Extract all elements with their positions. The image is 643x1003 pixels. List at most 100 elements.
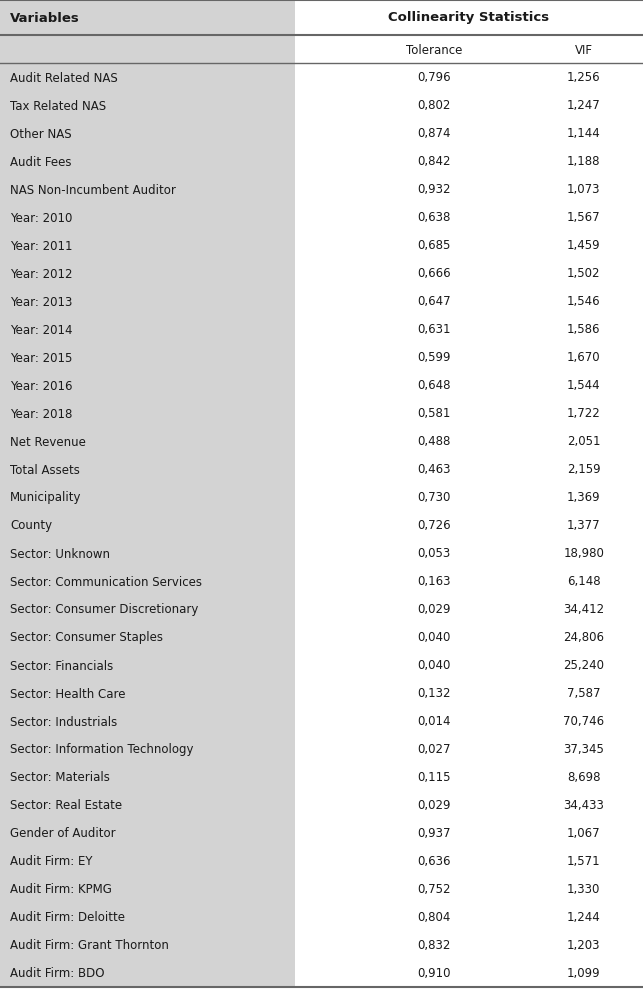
Bar — [0, 568, 295, 596]
Text: Year: 2013: Year: 2013 — [10, 295, 73, 308]
Bar — [295, 147, 643, 176]
Text: 0,132: 0,132 — [417, 687, 451, 700]
Text: 0,463: 0,463 — [417, 463, 451, 476]
Text: 0,636: 0,636 — [417, 855, 451, 868]
Text: 24,806: 24,806 — [563, 631, 604, 644]
Bar — [295, 651, 643, 679]
Text: Audit Firm: KPMG: Audit Firm: KPMG — [10, 883, 112, 896]
Bar — [0, 959, 295, 987]
Bar — [295, 288, 643, 316]
Bar — [0, 92, 295, 120]
Text: Audit Firm: BDO: Audit Firm: BDO — [10, 967, 105, 980]
Text: 18,980: 18,980 — [563, 547, 604, 560]
Text: 0,932: 0,932 — [417, 184, 451, 197]
Text: Variables: Variables — [10, 11, 80, 24]
Text: Audit Firm: EY: Audit Firm: EY — [10, 855, 93, 868]
Bar — [295, 735, 643, 763]
Text: 0,726: 0,726 — [417, 519, 451, 532]
Text: 0,029: 0,029 — [417, 798, 451, 811]
Bar — [0, 260, 295, 288]
Bar — [295, 959, 643, 987]
Bar — [295, 0, 643, 36]
Text: Audit Fees: Audit Fees — [10, 155, 71, 169]
Text: 1,330: 1,330 — [567, 883, 601, 896]
Text: 0,832: 0,832 — [417, 939, 451, 952]
Text: 70,746: 70,746 — [563, 715, 604, 728]
Text: 1,244: 1,244 — [567, 911, 601, 924]
Text: Total Assets: Total Assets — [10, 463, 80, 476]
Bar — [295, 260, 643, 288]
Bar — [295, 399, 643, 427]
Text: 34,412: 34,412 — [563, 603, 604, 616]
Text: Sector: Financials: Sector: Financials — [10, 659, 113, 672]
Bar — [295, 92, 643, 120]
Bar — [295, 540, 643, 568]
Text: Year: 2014: Year: 2014 — [10, 323, 73, 336]
Bar — [295, 624, 643, 651]
Text: Year: 2010: Year: 2010 — [10, 212, 73, 225]
Text: Tolerance: Tolerance — [406, 43, 462, 56]
Text: 0,638: 0,638 — [417, 212, 451, 225]
Text: Municipality: Municipality — [10, 491, 82, 504]
Text: Tax Related NAS: Tax Related NAS — [10, 99, 106, 112]
Text: 0,647: 0,647 — [417, 295, 451, 308]
Bar — [295, 176, 643, 204]
Bar — [0, 707, 295, 735]
Text: Sector: Materials: Sector: Materials — [10, 770, 110, 783]
Text: 0,802: 0,802 — [417, 99, 451, 112]
Text: Sector: Communication Services: Sector: Communication Services — [10, 575, 202, 588]
Bar — [295, 931, 643, 959]
Bar — [295, 819, 643, 848]
Bar — [0, 176, 295, 204]
Bar — [295, 791, 643, 819]
Bar — [295, 64, 643, 92]
Bar — [295, 316, 643, 344]
Bar — [295, 232, 643, 260]
Text: 0,115: 0,115 — [417, 770, 451, 783]
Text: 1,546: 1,546 — [567, 295, 601, 308]
Bar — [0, 679, 295, 707]
Bar — [0, 232, 295, 260]
Text: 1,369: 1,369 — [567, 491, 601, 504]
Text: 1,502: 1,502 — [567, 267, 601, 280]
Text: 0,488: 0,488 — [417, 435, 451, 448]
Text: 1,722: 1,722 — [567, 407, 601, 420]
Text: 6,148: 6,148 — [567, 575, 601, 588]
Bar — [0, 512, 295, 540]
Bar — [295, 707, 643, 735]
Bar — [0, 344, 295, 372]
Text: 2,051: 2,051 — [567, 435, 601, 448]
Text: 1,073: 1,073 — [567, 184, 601, 197]
Text: 0,874: 0,874 — [417, 127, 451, 140]
Bar — [295, 763, 643, 791]
Bar — [295, 36, 643, 64]
Bar — [0, 204, 295, 232]
Bar — [0, 316, 295, 344]
Text: 25,240: 25,240 — [563, 659, 604, 672]
Text: 1,586: 1,586 — [567, 323, 601, 336]
Bar — [0, 931, 295, 959]
Text: 0,730: 0,730 — [417, 491, 451, 504]
Text: Gender of Auditor: Gender of Auditor — [10, 826, 116, 840]
Text: 0,027: 0,027 — [417, 743, 451, 755]
Text: VIF: VIF — [575, 43, 593, 56]
Text: 1,256: 1,256 — [567, 71, 601, 84]
Text: County: County — [10, 519, 52, 532]
Bar — [295, 903, 643, 931]
Text: 0,599: 0,599 — [417, 351, 451, 364]
Text: Collinearity Statistics: Collinearity Statistics — [388, 11, 550, 24]
Text: 1,067: 1,067 — [567, 826, 601, 840]
Bar — [0, 372, 295, 399]
Bar — [295, 483, 643, 512]
Bar — [0, 288, 295, 316]
Bar — [0, 596, 295, 624]
Text: 1,203: 1,203 — [567, 939, 601, 952]
Text: Net Revenue: Net Revenue — [10, 435, 86, 448]
Bar — [295, 372, 643, 399]
Bar — [0, 735, 295, 763]
Bar — [0, 0, 295, 36]
Bar — [295, 596, 643, 624]
Bar — [0, 651, 295, 679]
Text: 0,053: 0,053 — [417, 547, 451, 560]
Text: 0,581: 0,581 — [417, 407, 451, 420]
